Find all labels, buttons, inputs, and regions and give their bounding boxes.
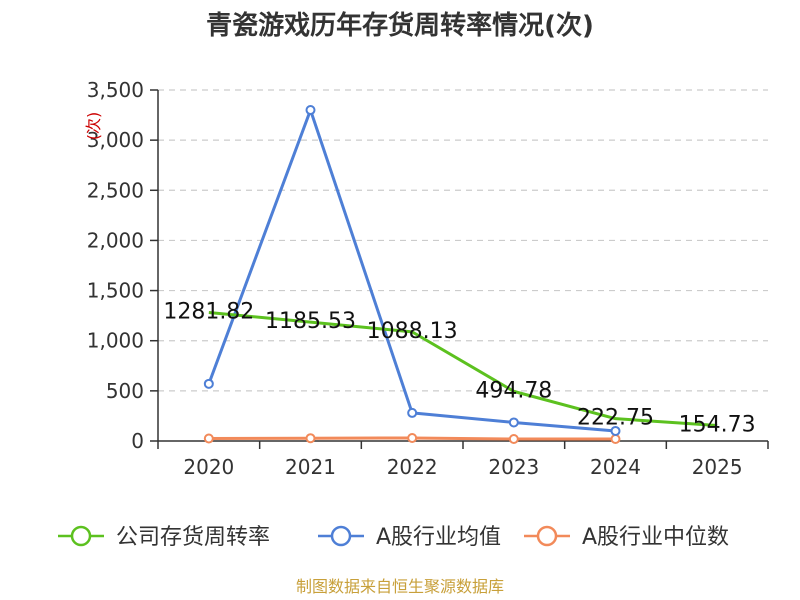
x-tick-label: 2025 — [692, 455, 743, 479]
data-point — [610, 425, 621, 436]
x-tick-label: 2020 — [183, 455, 234, 479]
series-line — [208, 310, 718, 427]
y-tick-label: 0 — [131, 429, 144, 453]
data-label: 1088.13 — [367, 319, 458, 344]
data-label: 1281.82 — [163, 299, 254, 324]
x-tick-label: 2024 — [590, 455, 641, 479]
x-tick-label: 2022 — [387, 455, 438, 479]
legend-label: A股行业中位数 — [582, 525, 729, 550]
x-axis: 2020 2021 2022 2023 2024 2025 — [157, 440, 769, 479]
data-point — [305, 105, 316, 116]
data-point — [508, 417, 519, 428]
chart-title: 青瓷游戏历年存货周转率情况(次) — [206, 10, 594, 41]
data-point — [203, 433, 214, 444]
data-point — [305, 433, 316, 444]
legend-swatch-marker — [536, 525, 558, 547]
y-tick-label: 1,500 — [87, 279, 144, 303]
y-tick-label: 1,000 — [87, 329, 144, 353]
y-tick-label: 3,500 — [87, 78, 144, 102]
legend-swatch-marker — [70, 525, 92, 547]
data-point — [508, 433, 519, 444]
legend: 公司存货周转率 A股行业均值 A股行业中位数 — [58, 525, 729, 550]
y-axis: 0 500 1,000 1,500 2,000 2,500 3,000 3,500 — [87, 78, 159, 453]
y-tick-label: 500 — [106, 379, 144, 403]
plot-area: 1281.82 1185.53 1088.13 494.78 222.75 154.73 — [163, 105, 756, 444]
legend-label: A股行业均值 — [376, 525, 501, 550]
x-tick-label: 2023 — [488, 455, 539, 479]
data-label: 494.78 — [475, 378, 552, 403]
y-tick-label: 2,000 — [87, 228, 144, 252]
source-note: 制图数据来自恒生聚源数据库 — [296, 577, 504, 596]
data-point — [407, 407, 418, 418]
data-label: 222.75 — [577, 406, 654, 431]
data-point — [407, 432, 418, 443]
data-point — [610, 433, 621, 444]
y-axis-label: (次) — [84, 112, 103, 141]
x-tick-label: 2021 — [285, 455, 336, 479]
data-point — [203, 378, 214, 389]
legend-label: 公司存货周转率 — [116, 525, 270, 550]
data-label: 154.73 — [679, 412, 756, 437]
legend-swatch-marker — [330, 525, 352, 547]
grid-lines — [158, 89, 768, 392]
y-tick-label: 3,000 — [87, 128, 144, 152]
series-line — [207, 108, 616, 433]
data-label: 1185.53 — [265, 309, 356, 334]
y-tick-label: 2,500 — [87, 178, 144, 202]
